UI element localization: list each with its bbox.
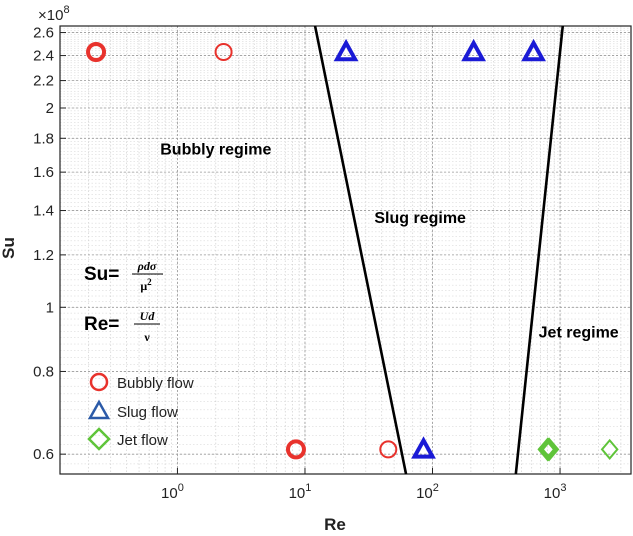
y-tick-label: 1.4 [33, 203, 54, 220]
y-tick-label: 1.2 [33, 247, 54, 264]
formula-re-denominator: ν [143, 330, 150, 344]
bubbly-flow-point [86, 42, 107, 63]
y-multiplier-label: ×108 [38, 4, 70, 24]
formula-re-lhs: Re= [84, 314, 119, 335]
legend-label: Slug flow [117, 404, 178, 421]
jet-flow-point [538, 437, 560, 462]
y-tick-label: 2.6 [33, 25, 54, 42]
regime-label: Slug regime [374, 210, 466, 227]
regime-label: Jet regime [539, 325, 619, 342]
legend-diamond-marker [87, 427, 111, 451]
y-axis-label: Su [0, 237, 18, 259]
legend-item-jet: Jet flow [87, 427, 168, 451]
bubbly-flow-point [379, 440, 398, 459]
slug-flow-point [461, 38, 487, 62]
regime-boundary-line [514, 25, 565, 475]
y-tick-label: 2.4 [33, 48, 54, 65]
jet-flow-point [600, 438, 619, 460]
legend: Bubbly flow Slug flow Jet flow [87, 372, 194, 451]
y-tick-label: 1.8 [33, 130, 54, 147]
x-tick-label: 101 [289, 482, 312, 502]
y-tick-label: 0.6 [33, 446, 54, 463]
y-tick-label: 1 [46, 299, 54, 316]
formula-su-numerator: ρdσ [137, 259, 157, 273]
x-tick-label: 100 [161, 482, 184, 502]
plot-frame [59, 25, 632, 475]
legend-triangle-marker [87, 399, 111, 420]
bubbly-flow-point [214, 43, 233, 62]
data-points [86, 38, 619, 462]
regime-boundaries [313, 25, 565, 475]
x-tick-label: 102 [416, 482, 439, 502]
x-axis-label: Re [324, 515, 346, 534]
y-tick-label: 2 [46, 100, 54, 117]
legend-label: Bubbly flow [117, 375, 194, 392]
formula-su: Su= ρdσ μ2 [84, 259, 163, 293]
regime-label: Bubbly regime [160, 142, 271, 159]
formula-su-denominator: μ2 [140, 277, 152, 293]
minor-grid [60, 26, 631, 475]
x-tick-label: 103 [544, 482, 567, 502]
formula-re-numerator: Ud [140, 309, 156, 323]
legend-circle-marker [89, 372, 109, 392]
major-grid [60, 26, 631, 474]
y-tick-label: 0.8 [33, 363, 54, 380]
slug-flow-point [333, 38, 359, 62]
regime-boundary-line [313, 25, 408, 475]
slug-flow-point [521, 38, 546, 62]
formula-su-lhs: Su= [84, 264, 119, 285]
legend-item-bubbly: Bubbly flow [89, 372, 194, 392]
y-tick-label: 2.2 [33, 73, 54, 90]
y-tick-label: 1.6 [33, 164, 54, 181]
regime-annotations: Bubbly regime Slug regime Jet regime [160, 142, 619, 342]
y-axis-ticks: 0.6 0.8 1 1.2 1.4 1.6 1.8 2 2.2 2.4 2.6 [33, 25, 66, 463]
bubbly-flow-point [285, 439, 306, 460]
formula-re: Re= Ud ν [84, 309, 160, 344]
legend-item-slug: Slug flow [87, 399, 178, 421]
x-axis-ticks: 100 101 102 103 [161, 468, 566, 502]
legend-label: Jet flow [117, 432, 168, 449]
slug-flow-point [411, 436, 436, 459]
